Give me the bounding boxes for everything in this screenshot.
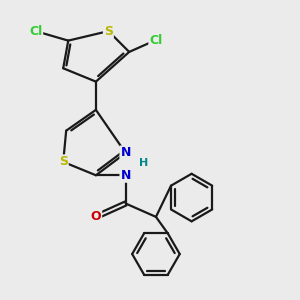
Text: N: N: [120, 146, 131, 160]
Text: Cl: Cl: [29, 25, 42, 38]
Text: H: H: [139, 158, 148, 168]
Text: S: S: [59, 155, 68, 168]
Text: N: N: [120, 169, 131, 182]
Text: S: S: [104, 25, 113, 38]
Text: Cl: Cl: [149, 34, 163, 46]
Text: O: O: [91, 210, 101, 224]
